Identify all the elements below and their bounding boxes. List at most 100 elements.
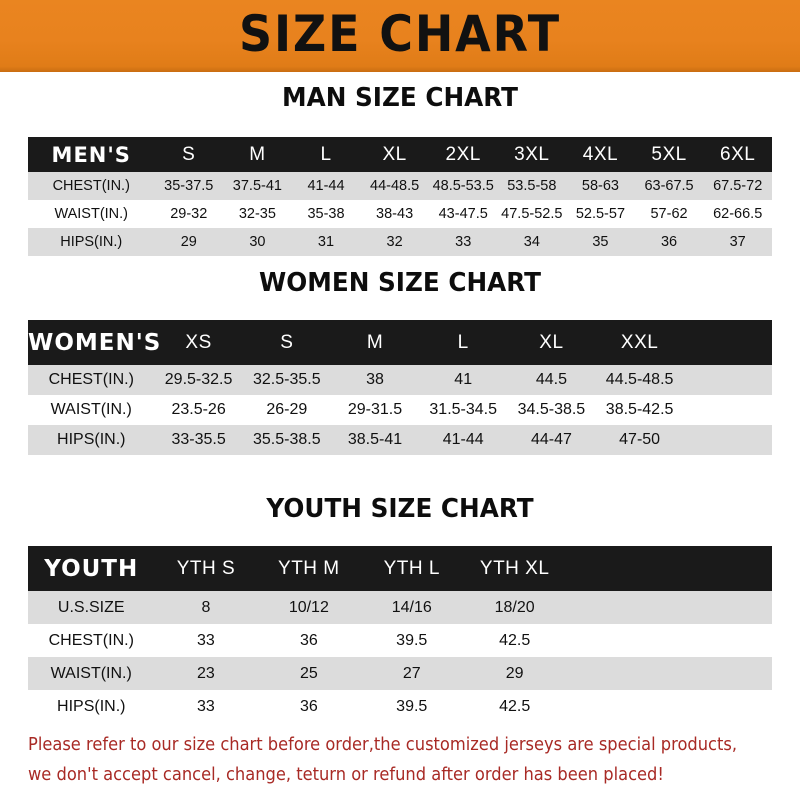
measurement-cell: 35-37.5 [164,178,214,194]
measurement-cell [566,657,669,690]
measurement-cell: 39.5 [396,631,428,649]
measurement-cell: 27 [402,664,421,682]
measurement-cell: 44.5 [535,371,567,388]
women-table-corner-label: WOMEN'S [28,329,162,356]
measurement-cell: 48.5-53.5 [432,178,494,194]
measurement-cell: 37.5-41 [232,178,282,194]
table-row: CHEST(IN.) 33 36 39.5 42.5 [28,624,772,657]
column-header-size: XS [185,331,212,353]
measurement-cell [669,657,772,690]
measurement-cell: 23 [197,664,215,682]
row-label: CHEST(IN.) [52,178,130,194]
measurement-cell: 30 [249,234,266,250]
measurement-cell: 29 [180,234,197,250]
disclaimer-line-1: Please refer to our size chart before or… [28,735,738,755]
column-header-size: XXL [620,331,659,353]
row-label: U.S.SIZE [57,598,125,616]
measurement-cell: 18/20 [494,598,535,616]
row-label: CHEST(IN.) [48,631,134,649]
women-section-title: WOMEN SIZE CHART [258,268,542,298]
measurement-cell [669,591,772,624]
measurement-cell [566,624,669,657]
size-chart-banner: SIZE CHART [0,0,800,72]
measurement-cell [684,365,772,395]
table-header-row: WOMEN'S XS S M L XL XXL [28,320,772,365]
measurement-cell [566,690,669,723]
table-row: WAIST(IN.) 29-32 32-35 35-38 38-43 43-47.5 47.… [28,200,772,228]
measurement-cell: 47-50 [619,431,661,448]
column-header-size: L [457,331,469,353]
measurement-cell: 33 [455,234,472,250]
measurement-cell: 32-35 [238,206,276,222]
measurement-cell: 31.5-34.5 [429,401,497,418]
measurement-cell: 63-67.5 [644,178,694,194]
measurement-cell: 58-63 [581,178,619,194]
table-row: CHEST(IN.) 29.5-32.5 32.5-35.5 38 41 44.5 44.5… [28,365,772,395]
banner-title: SIZE CHART [238,5,562,63]
measurement-cell: 42.5 [499,631,531,649]
measurement-cell: 25 [299,664,318,682]
row-label: WAIST(IN.) [54,206,129,222]
men-table-body: CHEST(IN.) 35-37.5 37.5-41 41-44 44-48.5 48.5… [28,172,772,256]
table-header-row: YOUTH YTH S YTH M YTH L YTH XL [28,546,772,591]
measurement-cell [669,690,772,723]
measurement-cell: 23.5-26 [171,401,226,418]
youth-table-header: YOUTH YTH S YTH M YTH L YTH XL [28,546,772,591]
measurement-cell: 35-38 [307,206,345,222]
measurement-cell: 41-44 [442,431,484,448]
measurement-cell: 47.5-52.5 [501,206,563,222]
measurement-cell: 42.5 [499,697,531,715]
column-header-size: XL [382,143,407,165]
column-header-size [669,546,772,591]
measurement-cell: 29 [505,664,524,682]
row-label: WAIST(IN.) [50,401,132,418]
measurement-cell: 37 [729,234,746,250]
table-row: HIPS(IN.) 29 30 31 32 33 34 35 36 37 [28,228,772,256]
measurement-cell: 67.5-72 [713,178,763,194]
measurement-cell: 29-32 [170,206,208,222]
table-row: WAIST(IN.) 23 25 27 29 [28,657,772,690]
measurement-cell: 32 [386,234,403,250]
measurement-cell: 36 [660,234,678,250]
measurement-cell: 35 [592,234,609,250]
measurement-cell: 41 [454,371,473,388]
man-section-title: MAN SIZE CHART [281,83,518,113]
table-row: WAIST(IN.) 23.5-26 26-29 29-31.5 31.5-34.5 34… [28,395,772,425]
measurement-cell: 35.5-38.5 [252,431,321,448]
women-table-body: CHEST(IN.) 29.5-32.5 32.5-35.5 38 41 44.5 44.5… [28,365,772,455]
column-header-size: S [182,143,196,165]
column-header-size [684,320,772,365]
measurement-cell [669,624,772,657]
measurement-cell [684,395,772,425]
youth-section-title: YOUTH SIZE CHART [266,494,534,524]
measurement-cell: 10/12 [288,598,329,616]
measurement-cell: 8 [201,598,211,616]
row-label: HIPS(IN.) [60,234,123,250]
measurement-cell [684,425,772,455]
measurement-cell: 43-47.5 [438,206,488,222]
column-header-size: S [280,331,294,353]
column-header-size: YTH L [383,557,440,579]
measurement-cell: 31 [317,234,335,250]
measurement-cell: 29.5-32.5 [164,371,233,388]
column-header-size: YTH XL [479,557,550,579]
men-table-header: MEN'S S M L XL 2XL 3XL 4XL 5XL 6XL [28,137,772,172]
women-table-header: WOMEN'S XS S M L XL XXL [28,320,772,365]
man-table-corner-label: MEN'S [51,142,131,167]
measurement-cell: 34.5-38.5 [517,401,586,418]
women-size-table: WOMEN'S XS S M L XL XXL CHEST(IN.) 29.5-32.5 32.… [28,320,772,455]
measurement-cell: 52.5-57 [575,206,626,222]
column-header-size: 6XL [720,143,756,165]
row-label: HIPS(IN.) [57,431,126,448]
measurement-cell: 44-47 [530,431,572,448]
column-header-size: YTH S [176,557,236,579]
table-row: CHEST(IN.) 35-37.5 37.5-41 41-44 44-48.5 48.5… [28,172,772,200]
measurement-cell: 36 [299,697,318,715]
order-disclaimer: Please refer to our size chart before or… [28,730,738,790]
table-row: HIPS(IN.) 33-35.5 35.5-38.5 38.5-41 41-44 44-… [28,425,772,455]
measurement-cell: 39.5 [396,697,428,715]
column-header-size: XL [539,331,564,353]
measurement-cell: 62-66.5 [713,206,763,222]
column-header-size [566,546,669,591]
youth-table-body: U.S.SIZE 8 10/12 14/16 18/20 CHEST(IN.) 33 36 39… [28,591,772,723]
